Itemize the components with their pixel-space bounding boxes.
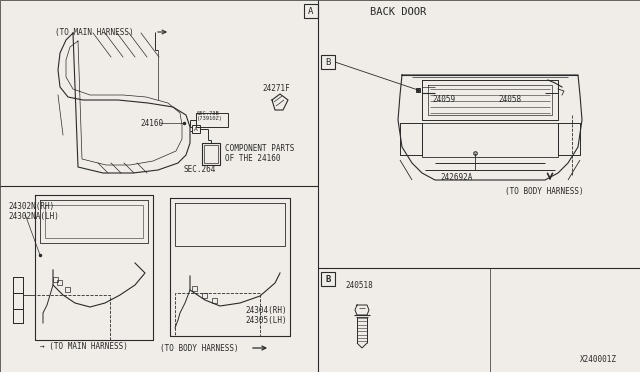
- Bar: [196, 113, 228, 127]
- Text: 242692A: 242692A: [440, 173, 472, 182]
- Bar: [65, 287, 70, 292]
- Text: 24059: 24059: [432, 94, 455, 103]
- Text: (TO MAIN HARNESS): (TO MAIN HARNESS): [55, 28, 134, 36]
- Text: COMPONENT PARTS: COMPONENT PARTS: [225, 144, 294, 153]
- Text: A: A: [308, 6, 314, 16]
- Text: OF THE 24160: OF THE 24160: [225, 154, 280, 163]
- Text: X240001Z: X240001Z: [580, 356, 617, 365]
- Bar: [212, 298, 217, 303]
- Bar: [204, 145, 218, 163]
- Bar: [175, 293, 260, 336]
- Text: SEC.264: SEC.264: [184, 164, 216, 173]
- Bar: [35, 295, 110, 340]
- Text: 24304(RH)
24305(LH): 24304(RH) 24305(LH): [245, 306, 287, 326]
- Bar: [13, 277, 23, 293]
- Text: (TO BODY HARNESS): (TO BODY HARNESS): [160, 343, 239, 353]
- Text: B: B: [325, 275, 331, 283]
- Bar: [321, 272, 335, 286]
- Text: 24271F: 24271F: [262, 83, 290, 93]
- Text: A: A: [194, 126, 198, 131]
- Bar: [53, 277, 58, 282]
- Bar: [57, 280, 62, 285]
- Bar: [13, 277, 23, 323]
- Bar: [202, 143, 220, 165]
- Text: SEC.73B
(73910Z): SEC.73B (73910Z): [197, 110, 223, 121]
- Text: 24058: 24058: [498, 94, 521, 103]
- Text: 24160: 24160: [140, 119, 163, 128]
- Bar: [202, 293, 207, 298]
- Bar: [13, 293, 23, 309]
- Bar: [321, 55, 335, 69]
- Text: 24302N(RH)
24302NA(LH): 24302N(RH) 24302NA(LH): [8, 202, 59, 221]
- Bar: [13, 309, 23, 323]
- Bar: [192, 125, 200, 133]
- Text: (TO BODY HARNESS): (TO BODY HARNESS): [505, 186, 584, 196]
- Text: B: B: [325, 58, 331, 67]
- Text: 240518: 240518: [345, 282, 372, 291]
- Text: BACK DOOR: BACK DOOR: [370, 7, 426, 17]
- Bar: [304, 4, 318, 18]
- Bar: [192, 286, 197, 291]
- Text: → (TO MAIN HARNESS): → (TO MAIN HARNESS): [40, 343, 128, 352]
